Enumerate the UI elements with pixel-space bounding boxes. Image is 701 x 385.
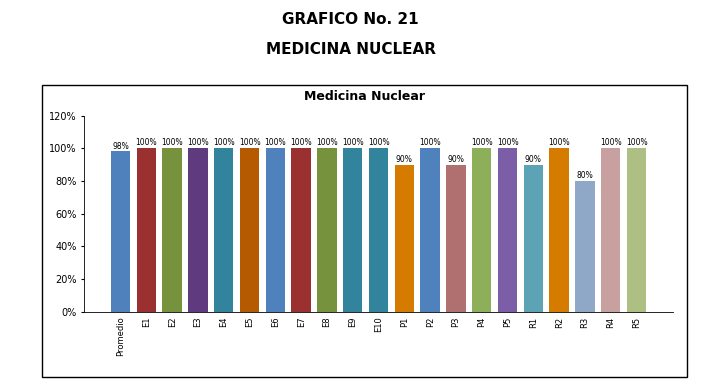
Text: 100%: 100% bbox=[600, 138, 622, 147]
Text: GRAFICO No. 21: GRAFICO No. 21 bbox=[283, 12, 418, 27]
Bar bbox=[524, 165, 543, 312]
Text: 90%: 90% bbox=[525, 155, 542, 164]
Bar bbox=[266, 148, 285, 312]
Bar bbox=[318, 148, 336, 312]
Text: 100%: 100% bbox=[264, 138, 286, 147]
Text: 100%: 100% bbox=[239, 138, 260, 147]
Bar bbox=[240, 148, 259, 312]
Text: 100%: 100% bbox=[342, 138, 364, 147]
Bar bbox=[601, 148, 620, 312]
Text: 100%: 100% bbox=[290, 138, 312, 147]
Text: 100%: 100% bbox=[316, 138, 338, 147]
Text: 100%: 100% bbox=[161, 138, 183, 147]
Text: 100%: 100% bbox=[626, 138, 647, 147]
Text: 100%: 100% bbox=[471, 138, 493, 147]
Bar bbox=[395, 165, 414, 312]
Bar bbox=[111, 151, 130, 312]
Text: 90%: 90% bbox=[447, 155, 464, 164]
Text: 90%: 90% bbox=[396, 155, 413, 164]
Bar bbox=[163, 148, 182, 312]
Bar bbox=[137, 148, 156, 312]
Text: 100%: 100% bbox=[213, 138, 235, 147]
Text: 100%: 100% bbox=[135, 138, 157, 147]
Bar bbox=[189, 148, 207, 312]
Text: 100%: 100% bbox=[419, 138, 441, 147]
Bar bbox=[447, 165, 465, 312]
Bar bbox=[292, 148, 311, 312]
Text: Medicina Nuclear: Medicina Nuclear bbox=[304, 90, 425, 104]
Bar bbox=[369, 148, 388, 312]
Bar bbox=[343, 148, 362, 312]
Text: 98%: 98% bbox=[112, 142, 129, 151]
Text: 100%: 100% bbox=[368, 138, 389, 147]
Bar bbox=[472, 148, 491, 312]
Text: 100%: 100% bbox=[548, 138, 570, 147]
Bar bbox=[498, 148, 517, 312]
Bar bbox=[214, 148, 233, 312]
Text: 80%: 80% bbox=[576, 171, 593, 180]
Text: 100%: 100% bbox=[497, 138, 518, 147]
Bar bbox=[627, 148, 646, 312]
Text: MEDICINA NUCLEAR: MEDICINA NUCLEAR bbox=[266, 42, 435, 57]
Bar bbox=[550, 148, 569, 312]
Bar bbox=[421, 148, 440, 312]
Bar bbox=[576, 181, 594, 312]
Text: 100%: 100% bbox=[187, 138, 209, 147]
